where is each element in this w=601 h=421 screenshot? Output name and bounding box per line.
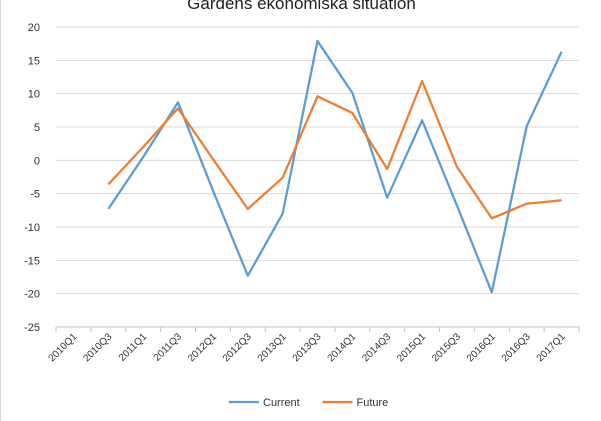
y-tick-label: 5 [34,122,40,134]
y-tick-label: -10 [24,222,40,234]
y-tick-label: 10 [28,89,40,101]
x-tick-label: 2011Q1 [117,331,150,364]
y-tick-label: -25 [24,322,40,334]
chart-title: Gardens ekonomiska situation [187,0,416,13]
x-tick-label: 2016Q3 [500,331,533,364]
x-tick-label: 2010Q1 [47,331,80,364]
x-tick-label: 2010Q3 [81,331,114,364]
legend-label-future: Future [357,397,389,409]
y-tick-label: -15 [24,255,40,267]
x-tick-label: 2011Q3 [152,331,185,364]
x-tick-label: 2012Q3 [221,331,254,364]
y-tick-label: -5 [30,189,40,201]
x-tick-label: 2013Q3 [291,331,324,364]
x-tick-label: 2015Q1 [395,331,428,364]
y-tick-label: 20 [28,22,40,34]
gridlines [56,26,579,328]
x-tick-label: 2017Q1 [535,331,568,364]
y-axis-ticks: 20 15 10 5 0 -5 -10 -15 -20 -25 [24,22,40,334]
series-line-current [107,39,563,294]
x-axis-ticks: 2010Q1 2010Q3 2011Q1 2011Q3 2012Q1 2012Q3 2013… [47,331,568,364]
x-tick-label: 2014Q3 [360,331,393,364]
legend-label-current: Current [263,397,300,409]
y-tick-label: 15 [28,55,40,67]
series-line-future [107,79,562,220]
x-tick-label: 2015Q3 [430,331,463,364]
x-tick-label: 2013Q1 [256,331,289,364]
x-axis [55,326,580,332]
x-tick-label: 2016Q1 [465,331,498,364]
y-tick-label: -20 [24,289,40,301]
series-lines [107,39,563,294]
x-tick-label: 2012Q1 [186,331,219,364]
y-tick-label: 0 [34,155,40,167]
x-tick-label: 2014Q1 [326,331,359,364]
legend: Current Future [229,397,388,409]
